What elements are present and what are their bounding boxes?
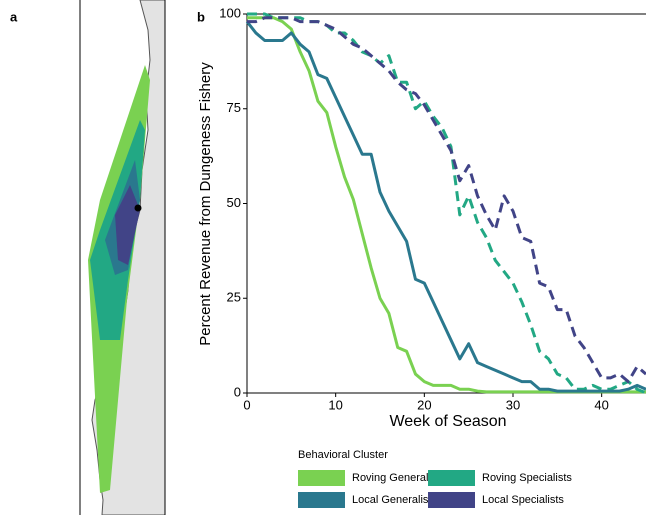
map-panel — [79, 0, 166, 516]
port-marker — [134, 204, 142, 212]
x-tick-label: 30 — [506, 397, 520, 412]
panel-label: b — [197, 9, 205, 24]
y-tick-label: 100 — [219, 5, 241, 20]
panel-label: a — [10, 9, 18, 24]
y-axis-title: Percent Revenue from Dungeness Fishery — [197, 62, 214, 346]
y-tick-label: 0 — [234, 384, 241, 399]
y-tick-label: 75 — [227, 100, 241, 115]
legend-swatch — [428, 492, 475, 508]
x-axis-title: Week of Season — [389, 413, 506, 430]
legend-label: Roving Generalists — [352, 472, 445, 484]
series-line — [247, 16, 646, 394]
series-line — [245, 20, 646, 393]
series-line — [247, 12, 646, 395]
legend-title: Behavioral Cluster — [298, 449, 388, 461]
x-tick-label: 20 — [417, 397, 431, 412]
legend-swatch — [298, 470, 345, 486]
local-specialists-range — [115, 185, 140, 265]
legend-label: Roving Specialists — [482, 472, 572, 484]
y-tick-label: 50 — [227, 195, 241, 210]
x-tick-label: 10 — [328, 397, 342, 412]
legend-swatch — [298, 492, 345, 508]
legend-label: Local Generalists — [352, 494, 437, 506]
y-tick-label: 25 — [227, 290, 241, 305]
legend-swatch — [428, 470, 475, 486]
series-line — [247, 16, 646, 384]
x-tick-label: 0 — [243, 397, 250, 412]
legend-label: Local Specialists — [482, 494, 564, 506]
x-tick-label: 40 — [594, 397, 608, 412]
